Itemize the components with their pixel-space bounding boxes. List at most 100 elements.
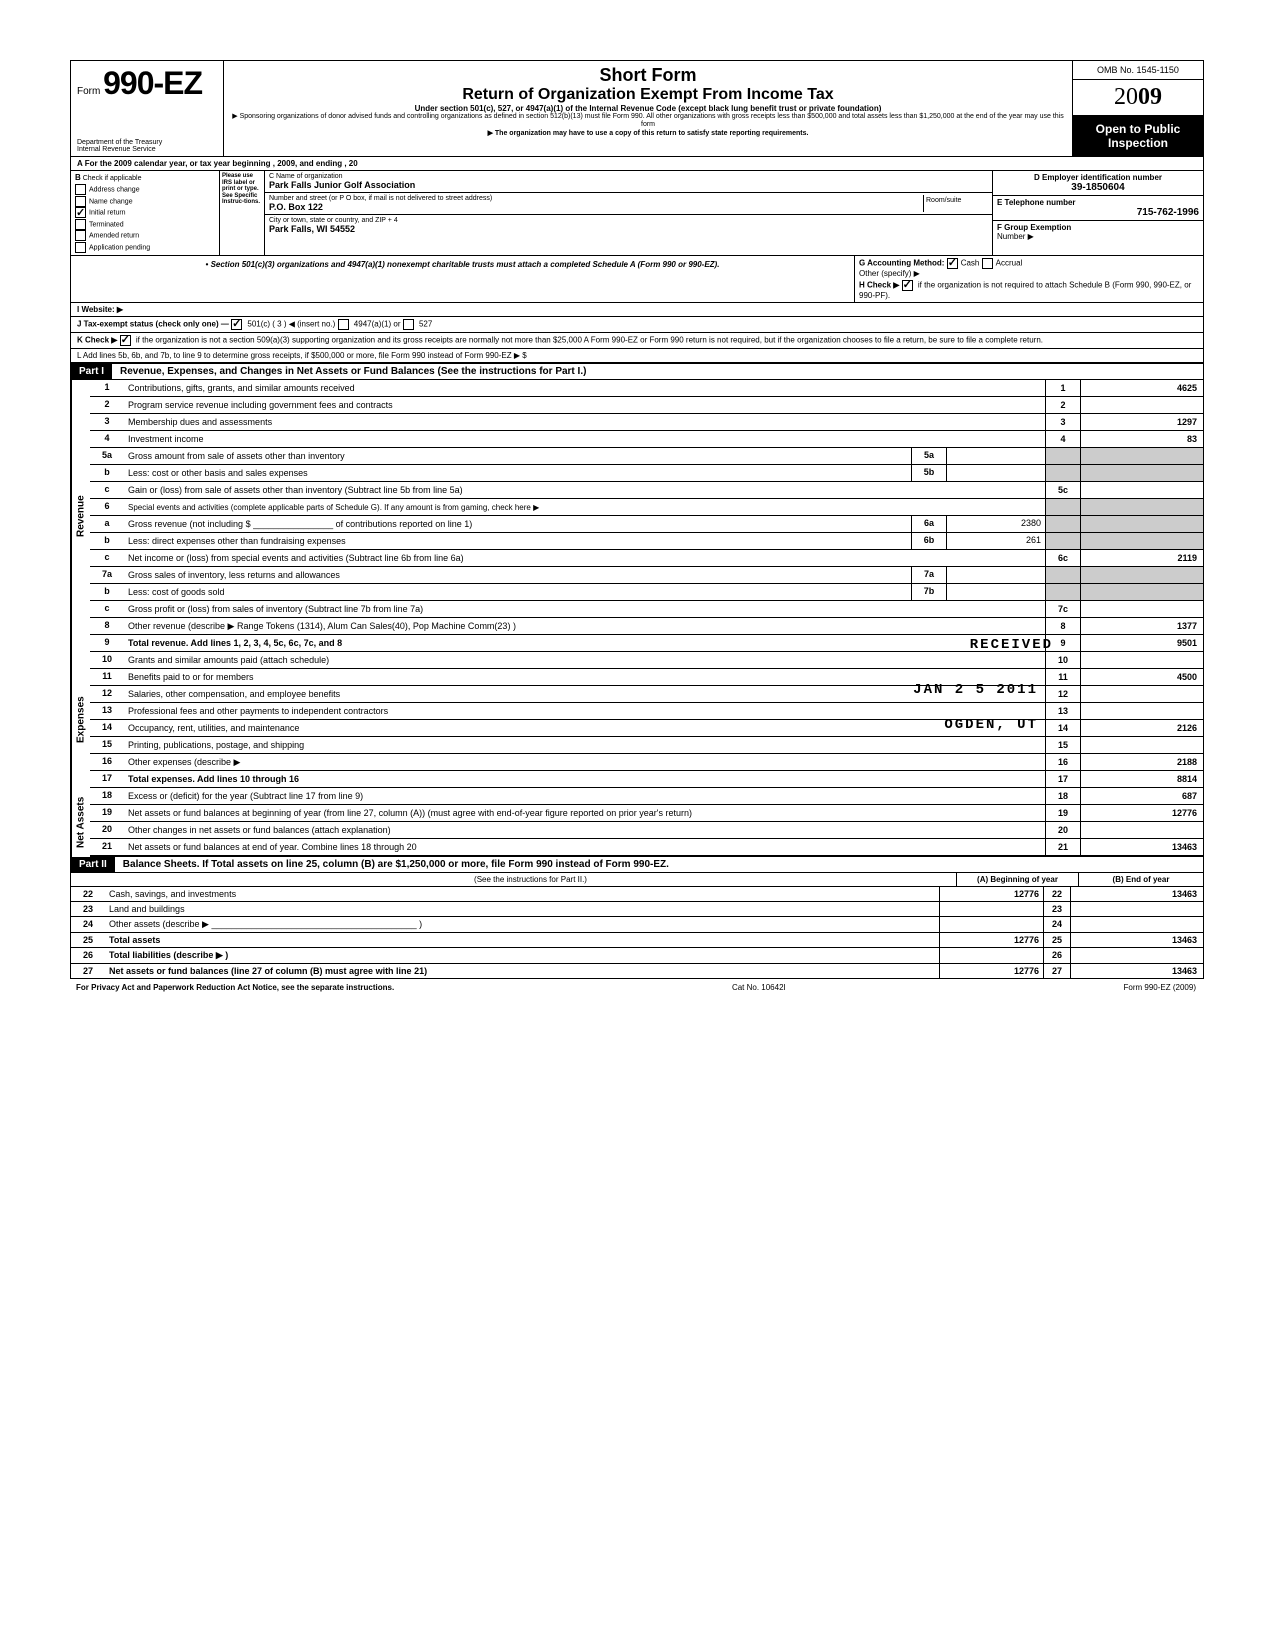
line20-val (1080, 822, 1203, 838)
line16-val: 2188 (1080, 754, 1203, 770)
col-a-header: (A) Beginning of year (956, 873, 1078, 886)
f-number-label: Number ▶ (997, 232, 1034, 241)
revenue-vertical-label: Revenue (71, 380, 90, 652)
revenue-block: Revenue 1Contributions, gifts, grants, a… (71, 380, 1203, 652)
cat-no: Cat No. 10642I (732, 983, 786, 992)
netassets-block: Net Assets 18Excess or (deficit) for the… (71, 788, 1203, 857)
section-b: B Check if applicable Address change Nam… (71, 171, 220, 255)
line4-val: 83 (1080, 431, 1203, 447)
line13-val (1080, 703, 1203, 719)
checkbox-k[interactable] (120, 335, 131, 346)
irs-text: Internal Revenue Service (77, 146, 156, 153)
tax-year: 2009 (1073, 80, 1203, 116)
org-name: Park Falls Junior Golf Association (269, 180, 988, 190)
expenses-vertical-label: Expenses (71, 652, 90, 788)
privacy-notice: For Privacy Act and Paperwork Reduction … (76, 983, 394, 992)
header-title-block: Short Form Return of Organization Exempt… (224, 61, 1073, 156)
line2-val (1080, 397, 1203, 413)
line12-val (1080, 686, 1203, 702)
expenses-block: RECEIVED JAN 2 5 2011 OGDEN, UT Expenses… (71, 652, 1203, 788)
header-right: OMB No. 1545-1150 2009 Open to Public In… (1073, 61, 1203, 156)
line6c-val: 2119 (1080, 550, 1203, 566)
checkbox-initial-return[interactable] (75, 207, 86, 218)
checkbox-cash[interactable] (947, 258, 958, 269)
line6a-val: 2380 (946, 516, 1045, 532)
e-phone-label: E Telephone number (997, 198, 1076, 207)
section-gh: G Accounting Method: Cash Accrual Other … (855, 256, 1203, 302)
checkbox-amended[interactable] (75, 230, 86, 241)
part1-header: Part I Revenue, Expenses, and Changes in… (71, 364, 1203, 380)
footer: For Privacy Act and Paperwork Reduction … (70, 979, 1202, 996)
taxexempt-row: J Tax-exempt status (check only one) — 5… (71, 317, 1203, 333)
form-prefix: Form (77, 86, 100, 97)
col-b-header: (B) End of year (1078, 873, 1203, 886)
k-check-row: K Check ▶ if the organization is not a s… (71, 333, 1203, 349)
checkbox-501c[interactable] (231, 319, 242, 330)
line15-val (1080, 737, 1203, 753)
f-group-label: F Group Exemption (997, 223, 1071, 232)
checkbox-pending[interactable] (75, 242, 86, 253)
bal22b: 13463 (1070, 887, 1203, 901)
ein-value: 39-1850604 (1071, 182, 1124, 193)
line9-val: 9501 (1080, 635, 1203, 651)
checkbox-4947[interactable] (338, 319, 349, 330)
line11-val: 4500 (1080, 669, 1203, 685)
bal25a: 12776 (939, 933, 1043, 947)
form-990ez: Form 990-EZ Department of the Treasury I… (70, 60, 1204, 979)
balance-header: (See the instructions for Part II.) (A) … (71, 873, 1203, 887)
org-street: P.O. Box 122 (269, 202, 923, 212)
copy-note: ▶ The organization may have to use a cop… (230, 130, 1066, 138)
form-header: Form 990-EZ Department of the Treasury I… (71, 61, 1203, 157)
part2-header: Part II Balance Sheets. If Total assets … (71, 857, 1203, 873)
dept-treasury: Department of the Treasury (77, 139, 162, 146)
return-title: Return of Organization Exempt From Incom… (230, 86, 1066, 104)
website-row: I Website: ▶ (71, 303, 1203, 317)
street-label: Number and street (or P O box, if mail i… (269, 195, 923, 202)
section-501-gh: • Section 501(c)(3) organizations and 49… (71, 256, 1203, 303)
section-l: L Add lines 5b, 6b, and 7b, to line 9 to… (71, 349, 1203, 364)
bal27a: 12776 (939, 964, 1043, 978)
line6b-val: 261 (946, 533, 1045, 549)
col-def: D Employer identification number 39-1850… (993, 171, 1203, 255)
org-city: Park Falls, WI 54552 (269, 224, 988, 234)
line1-val: 4625 (1080, 380, 1203, 396)
c-name-label: C Name of organization (269, 173, 988, 180)
part2-label: Part II (71, 857, 115, 872)
line5c-val (1080, 482, 1203, 498)
please-use-label: Please use IRS label or print or type. S… (220, 171, 265, 255)
form-ref: Form 990-EZ (2009) (1124, 983, 1196, 992)
omb-number: OMB No. 1545-1150 (1073, 61, 1203, 80)
bal27b: 13463 (1070, 964, 1203, 978)
line14-val: 2126 (1080, 720, 1203, 736)
section-501c3-note: • Section 501(c)(3) organizations and 49… (71, 256, 855, 302)
section-bcdef: B Check if applicable Address change Nam… (71, 171, 1203, 256)
balance-see-instructions: (See the instructions for Part II.) (105, 873, 956, 886)
line18-val: 687 (1080, 788, 1203, 804)
short-form-label: Short Form (230, 65, 1066, 86)
d-ein-label: D Employer identification number (1034, 173, 1162, 182)
open-to-public: Open to Public Inspection (1073, 116, 1203, 156)
part1-title: Revenue, Expenses, and Changes in Net As… (112, 364, 1203, 379)
part2-title: Balance Sheets. If Total assets on line … (115, 857, 1203, 872)
org-info: C Name of organization Park Falls Junior… (265, 171, 993, 255)
row-a-calendar-year: A For the 2009 calendar year, or tax yea… (71, 157, 1203, 171)
checkbox-address-change[interactable] (75, 184, 86, 195)
bal22a: 12776 (939, 887, 1043, 901)
city-label: City or town, state or country, and ZIP … (269, 217, 988, 224)
checkbox-h[interactable] (902, 280, 913, 291)
part1-label: Part I (71, 364, 112, 379)
form-number-text: 990-EZ (103, 65, 202, 101)
subtitle: Under section 501(c), 527, or 4947(a)(1)… (230, 104, 1066, 113)
checkbox-accrual[interactable] (982, 258, 993, 269)
line17-val: 8814 (1080, 771, 1203, 787)
header-form-number: Form 990-EZ Department of the Treasury I… (71, 61, 224, 156)
line19-val: 12776 (1080, 805, 1203, 821)
line3-val: 1297 (1080, 414, 1203, 430)
line21-val: 13463 (1080, 839, 1203, 855)
phone-value: 715-762-1996 (997, 207, 1199, 218)
line8-val: 1377 (1080, 618, 1203, 634)
checkbox-terminated[interactable] (75, 219, 86, 230)
checkbox-527[interactable] (403, 319, 414, 330)
sponsor-note: ▶ Sponsoring organizations of donor advi… (230, 113, 1066, 130)
netassets-vertical-label: Net Assets (71, 788, 90, 857)
